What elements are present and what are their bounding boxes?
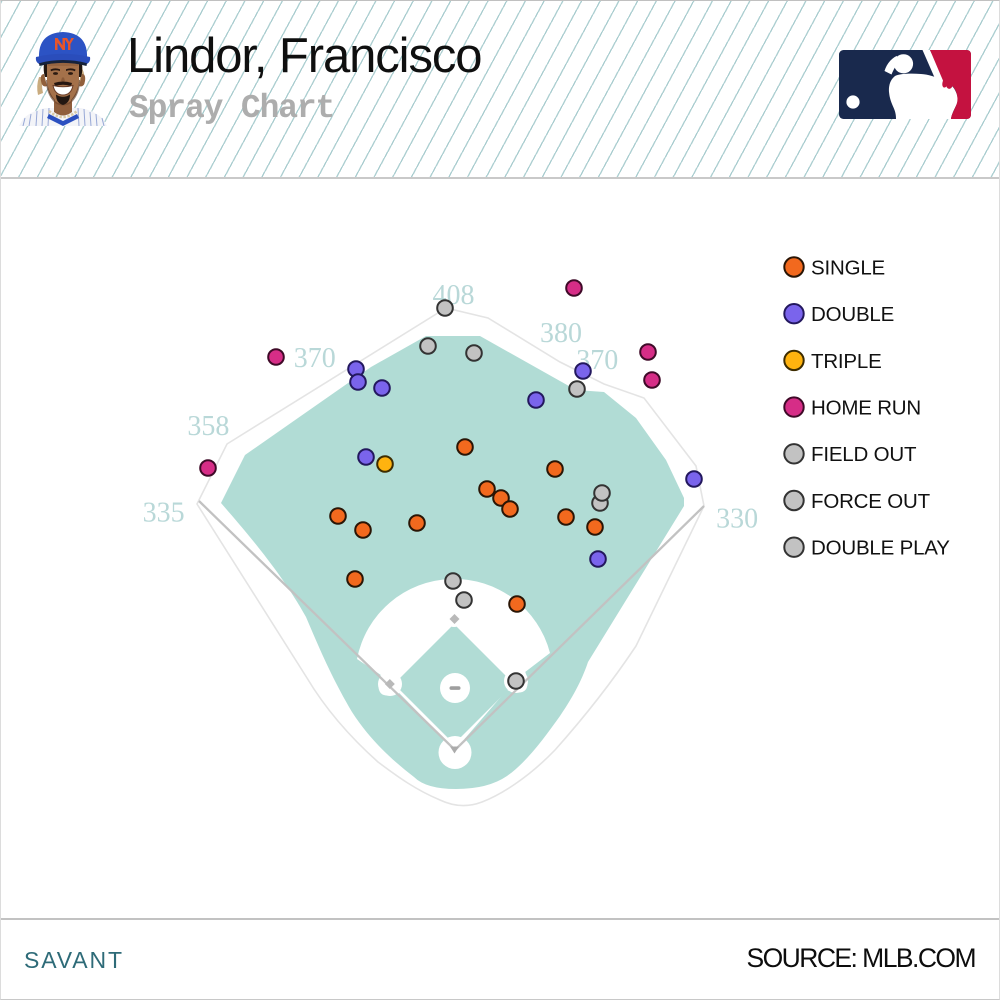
svg-text:358: 358 [187, 411, 229, 442]
svg-text:380: 380 [540, 318, 582, 349]
svg-text:330: 330 [716, 504, 758, 535]
svg-text:DOUBLE: DOUBLE [811, 303, 894, 326]
svg-text:SINGLE: SINGLE [811, 256, 885, 279]
svg-text:370: 370 [294, 343, 336, 374]
svg-text:DOUBLE PLAY: DOUBLE PLAY [811, 537, 950, 560]
svg-text:HOME RUN: HOME RUN [811, 397, 921, 420]
svg-text:TRIPLE: TRIPLE [811, 350, 882, 373]
svg-text:FORCE OUT: FORCE OUT [811, 490, 931, 513]
svg-text:FIELD OUT: FIELD OUT [811, 443, 917, 466]
svg-text:335: 335 [143, 498, 185, 529]
